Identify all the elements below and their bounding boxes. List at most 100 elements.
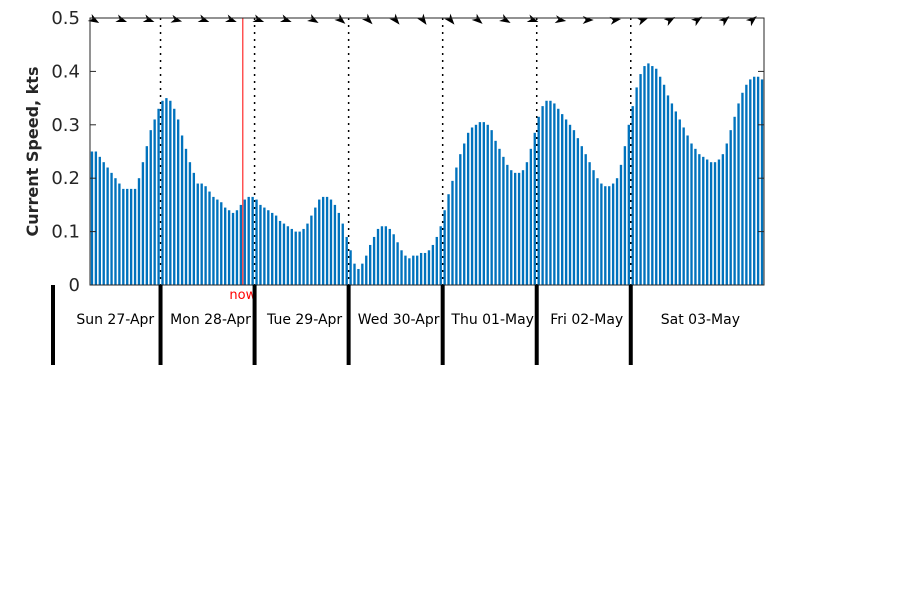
now-marker-group: now [229, 18, 257, 303]
speed-bar [537, 116, 540, 285]
speed-bar [133, 188, 137, 285]
speed-bar [635, 87, 638, 285]
speed-bar [333, 204, 337, 285]
direction-arrow [115, 14, 128, 23]
speed-bar [435, 236, 438, 285]
direction-arrow [718, 16, 730, 27]
y-tick-label: 0.1 [51, 222, 80, 243]
speed-bar [533, 132, 536, 285]
speed-bar [706, 159, 709, 285]
direction-arrow [663, 17, 676, 26]
speed-bar [388, 228, 391, 285]
speed-bar [321, 196, 325, 285]
speed-bar [259, 204, 262, 285]
speed-bar [443, 210, 446, 285]
now-marker-label: now [229, 288, 256, 303]
speed-bar [102, 162, 105, 285]
speed-bar [419, 252, 423, 285]
speed-bar [408, 258, 411, 285]
y-axis-label: Current Speed, kts [23, 67, 42, 237]
speed-bar [753, 76, 756, 286]
speed-bar [549, 100, 552, 286]
direction-arrow [582, 16, 594, 24]
speed-bar [725, 143, 728, 285]
direction-arrow [745, 16, 757, 27]
speed-bar [118, 183, 121, 285]
direction-arrow [499, 14, 511, 23]
speed-bar [90, 151, 94, 285]
speed-bar [713, 162, 717, 285]
speed-bar [384, 226, 388, 285]
day-label: Fri 02-May [550, 312, 623, 328]
speed-bar [122, 188, 125, 285]
speed-bar [192, 172, 196, 285]
speed-bar [173, 108, 176, 285]
speed-bar [694, 148, 697, 285]
speed-bar [474, 124, 478, 285]
speed-bar [513, 172, 517, 285]
direction-arrow [307, 14, 319, 23]
speed-bar [729, 130, 732, 285]
y-tick-label: 0 [69, 275, 80, 296]
speed-bars [90, 63, 764, 286]
speed-bar [400, 250, 403, 285]
speed-bar [717, 159, 721, 285]
speed-bar [286, 226, 290, 285]
speed-bar [325, 196, 329, 285]
speed-bar [525, 162, 529, 285]
speed-bar [141, 162, 145, 285]
speed-bar [447, 194, 450, 285]
day-label: Wed 30-Apr [358, 312, 440, 328]
direction-arrow [691, 16, 703, 27]
speed-bar [545, 100, 548, 286]
speed-bar [188, 162, 192, 285]
speed-bar [220, 202, 223, 285]
plot-frame [89, 17, 765, 286]
speed-bar [521, 170, 525, 285]
speed-bar [643, 66, 646, 285]
speed-bar [670, 103, 674, 285]
speed-bar [451, 180, 454, 285]
direction-arrow [252, 14, 265, 23]
speed-bar [298, 231, 301, 285]
speed-bar [427, 250, 431, 285]
speed-bar [568, 124, 572, 285]
speed-bar [553, 103, 556, 285]
speed-bar [557, 108, 560, 285]
speed-bar [247, 196, 250, 285]
direction-arrow [334, 13, 346, 24]
speed-bar [741, 92, 744, 285]
speed-bar [647, 63, 650, 285]
speed-bar [196, 183, 199, 285]
direction-arrow [444, 13, 455, 25]
speed-bar [235, 210, 239, 285]
speed-bar [294, 231, 297, 285]
speed-bar [200, 183, 203, 285]
direction-arrow [389, 13, 400, 25]
speed-bar [498, 148, 501, 285]
direction-arrow [225, 14, 237, 23]
speed-bar [674, 111, 678, 285]
speed-bar [184, 148, 188, 285]
speed-bar [721, 154, 725, 285]
speed-bar [145, 146, 148, 285]
speed-bar [639, 74, 642, 285]
speed-bar [365, 255, 368, 285]
speed-bar [745, 84, 748, 285]
speed-bar [137, 178, 141, 285]
speed-bar [224, 207, 227, 285]
speed-bar [106, 167, 109, 285]
speed-bar [510, 170, 513, 285]
speed-bar [129, 188, 133, 285]
speed-bar [604, 186, 607, 285]
direction-arrow [361, 13, 373, 25]
speed-bar [278, 220, 282, 285]
speed-bar [208, 191, 211, 285]
speed-bar [318, 199, 321, 285]
speed-bar [658, 76, 662, 286]
speed-bar [310, 215, 313, 285]
speed-bar [412, 255, 415, 285]
direction-arrow [197, 14, 210, 23]
speed-bar [619, 164, 623, 285]
speed-bar [690, 143, 693, 285]
